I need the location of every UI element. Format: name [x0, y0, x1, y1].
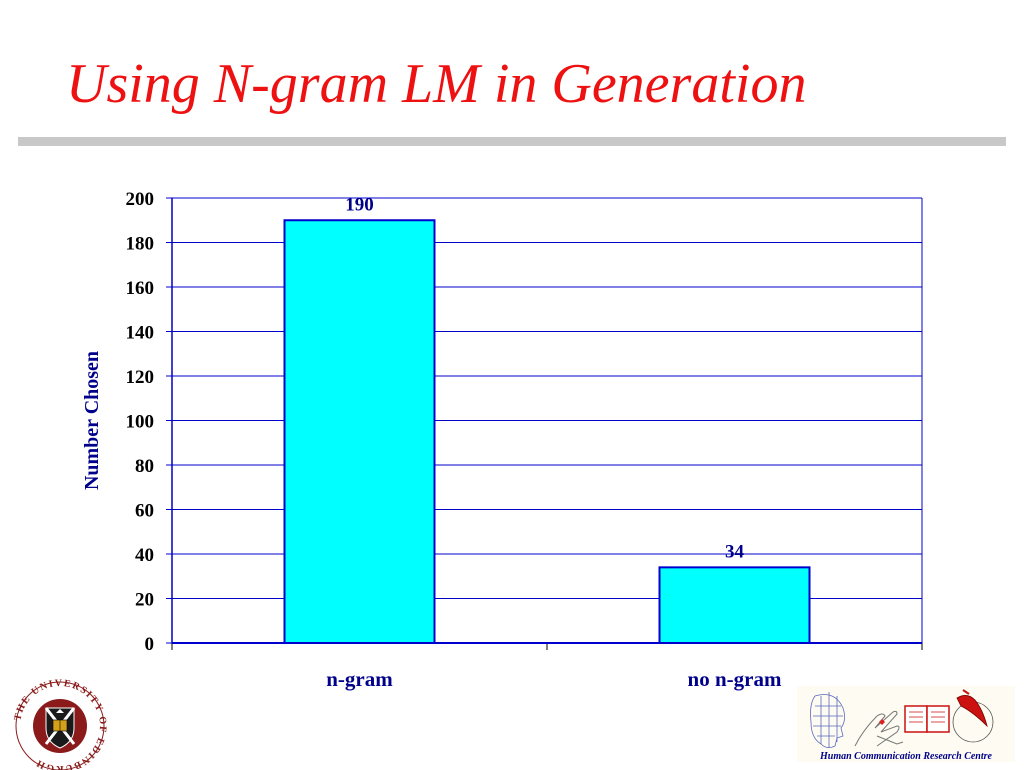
hcrc-logo-icon [797, 686, 1015, 762]
x-tick-label: no n-gram [688, 667, 782, 691]
hands-icon [854, 710, 904, 747]
book-icon [904, 705, 950, 733]
chart-axes [166, 197, 923, 650]
title-divider [18, 137, 1006, 146]
y-tick-label: 200 [126, 189, 155, 210]
y-tick-label: 120 [126, 367, 155, 388]
y-tick-label: 160 [126, 278, 155, 299]
head-icon [810, 692, 845, 748]
bar-chart: 0 20 40 60 80 100 120 140 160 180 200 190 n-gram 34 no… [81, 189, 923, 691]
y-tick-label: 180 [126, 234, 155, 255]
university-seal-icon: THE UNIVERSITY OF EDINBURGH [12, 678, 107, 770]
red-dot [879, 719, 885, 725]
bar-n-gram [283, 219, 436, 644]
chart-bars [283, 219, 811, 644]
y-tick-label: 140 [126, 323, 155, 344]
bar-no-n-gram [658, 566, 811, 644]
data-label: 190 [345, 194, 374, 215]
y-tick-label: 60 [135, 501, 154, 522]
x-tick-label: n-gram [326, 667, 393, 691]
y-axis-title: Number Chosen [81, 351, 103, 490]
y-tick-label: 80 [135, 456, 154, 477]
data-label: 34 [725, 541, 745, 562]
chart-labels: 0 20 40 60 80 100 120 140 160 180 200 190 n-gram 34 no… [81, 189, 782, 691]
hcrc-caption: Human Communication Research Centre [820, 751, 992, 762]
slide-title: Using N-gram LM in Generation [66, 53, 807, 115]
y-tick-label: 100 [126, 412, 155, 433]
quill-icon [952, 689, 994, 743]
y-tick-label: 40 [135, 545, 154, 566]
y-tick-label: 20 [135, 590, 154, 611]
y-tick-label: 0 [145, 634, 155, 655]
